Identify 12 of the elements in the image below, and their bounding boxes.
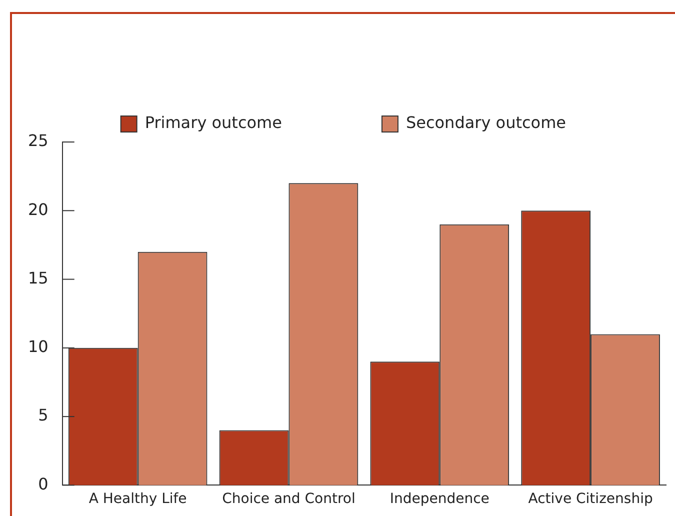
x-tick-label: Choice and Control	[222, 491, 356, 508]
legend-label: Secondary outcome	[406, 113, 566, 132]
x-tick-label: Active Citizenship	[528, 491, 653, 508]
y-tick-label: 10	[28, 337, 48, 356]
y-tick-label: 20	[28, 200, 48, 219]
y-tick-label: 5	[38, 406, 48, 425]
y-tick-label: 25	[28, 131, 48, 150]
y-tick-label: 0	[38, 474, 48, 494]
legend-label: Primary outcome	[144, 113, 282, 132]
x-tick-label: A Healthy Life	[88, 491, 187, 508]
x-tick-label: Independence	[390, 491, 490, 508]
y-tick-label: 15	[28, 268, 48, 288]
